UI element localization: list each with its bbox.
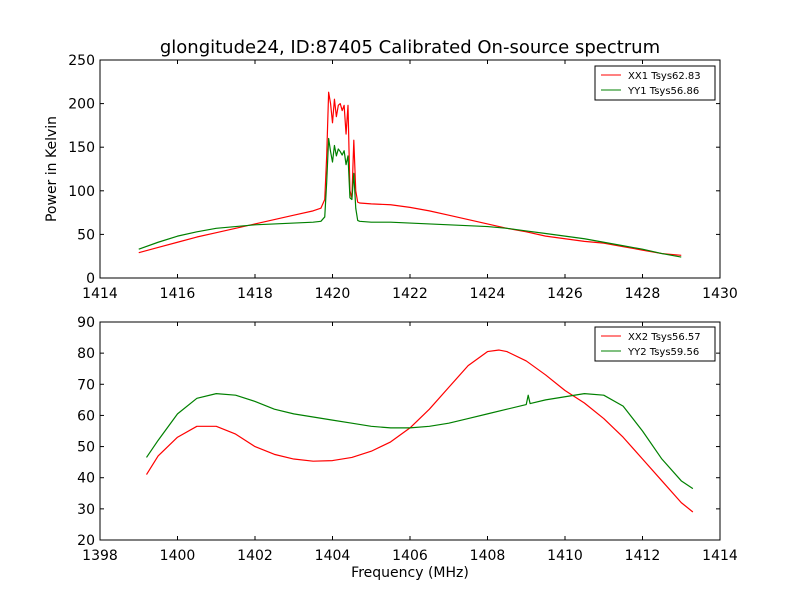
x-tick-label: 1428 (625, 286, 661, 302)
x-tick-label: 1420 (315, 286, 351, 302)
y-tick-label: 70 (77, 377, 95, 393)
bottom-legend: XX2 Tsys56.57 YY2 Tsys59.56 (594, 326, 716, 362)
x-tick-label: 1414 (702, 548, 738, 564)
x-tick-label: 1404 (315, 548, 351, 564)
top-legend-box (594, 65, 716, 101)
y-tick-label: 0 (86, 271, 95, 287)
x-tick-label: 1430 (702, 286, 738, 302)
bottom-ticks: 1398 1400 1402 1404 1406 1408 1410 1412 1414 20 30… (77, 315, 738, 564)
y-tick-label: 80 (77, 346, 95, 362)
x-tick-label: 1426 (547, 286, 583, 302)
bottom-plot-lines (145, 349, 694, 513)
x-tick-label: 1406 (392, 548, 428, 564)
x-tick-label: 1398 (82, 548, 118, 564)
bottom-x-axis-label: Frequency (MHz) (351, 565, 469, 581)
series-line-1-0 (145, 349, 694, 513)
y-tick-label: 250 (68, 53, 95, 69)
y-tick-label: 30 (77, 502, 95, 518)
y-tick-label: 100 (68, 184, 95, 200)
x-tick-label: 1422 (392, 286, 428, 302)
top-legend-label-xx1: XX1 Tsys62.83 (628, 71, 701, 82)
x-tick-label: 1416 (160, 286, 196, 302)
x-tick-label: 1424 (470, 286, 506, 302)
series-line-0-1 (138, 137, 682, 258)
y-tick-label: 60 (77, 408, 95, 424)
y-tick-label: 20 (77, 533, 95, 549)
x-tick-label: 1412 (625, 548, 661, 564)
y-tick-label: 90 (77, 315, 95, 331)
series-line-0-0 (138, 91, 682, 256)
x-tick-label: 1418 (237, 286, 273, 302)
top-ticks: 1414 1416 1418 1420 1422 1424 1426 1428 1430 0 50 1… (68, 53, 738, 302)
figure-title: glongitude24, ID:87405 Calibrated On-sou… (160, 37, 660, 58)
top-plot-lines (138, 91, 682, 258)
y-tick-label: 150 (68, 140, 95, 156)
x-tick-label: 1408 (470, 548, 506, 564)
y-tick-label: 200 (68, 97, 95, 113)
x-tick-label: 1400 (160, 548, 196, 564)
y-tick-label: 40 (77, 471, 95, 487)
x-tick-label: 1402 (237, 548, 273, 564)
top-y-axis-label: Power in Kelvin (44, 116, 60, 222)
bottom-legend-label-yy2: YY2 Tsys59.56 (627, 347, 699, 358)
bottom-legend-label-xx2: XX2 Tsys56.57 (628, 332, 701, 343)
bottom-spectrum-chart: 1398 1400 1402 1404 1406 1408 1410 1412 1414 20 30… (77, 315, 738, 581)
series-line-1-1 (146, 393, 694, 490)
top-legend: XX1 Tsys62.83 YY1 Tsys56.86 (594, 65, 716, 101)
bottom-legend-box (594, 326, 716, 362)
x-tick-label: 1410 (547, 548, 583, 564)
y-tick-label: 50 (77, 440, 95, 456)
x-tick-label: 1414 (82, 286, 118, 302)
top-legend-label-yy1: YY1 Tsys56.86 (627, 86, 699, 97)
top-spectrum-chart: 1414 1416 1418 1420 1422 1424 1426 1428 1430 0 50 1… (44, 53, 738, 302)
y-tick-label: 50 (77, 227, 95, 243)
